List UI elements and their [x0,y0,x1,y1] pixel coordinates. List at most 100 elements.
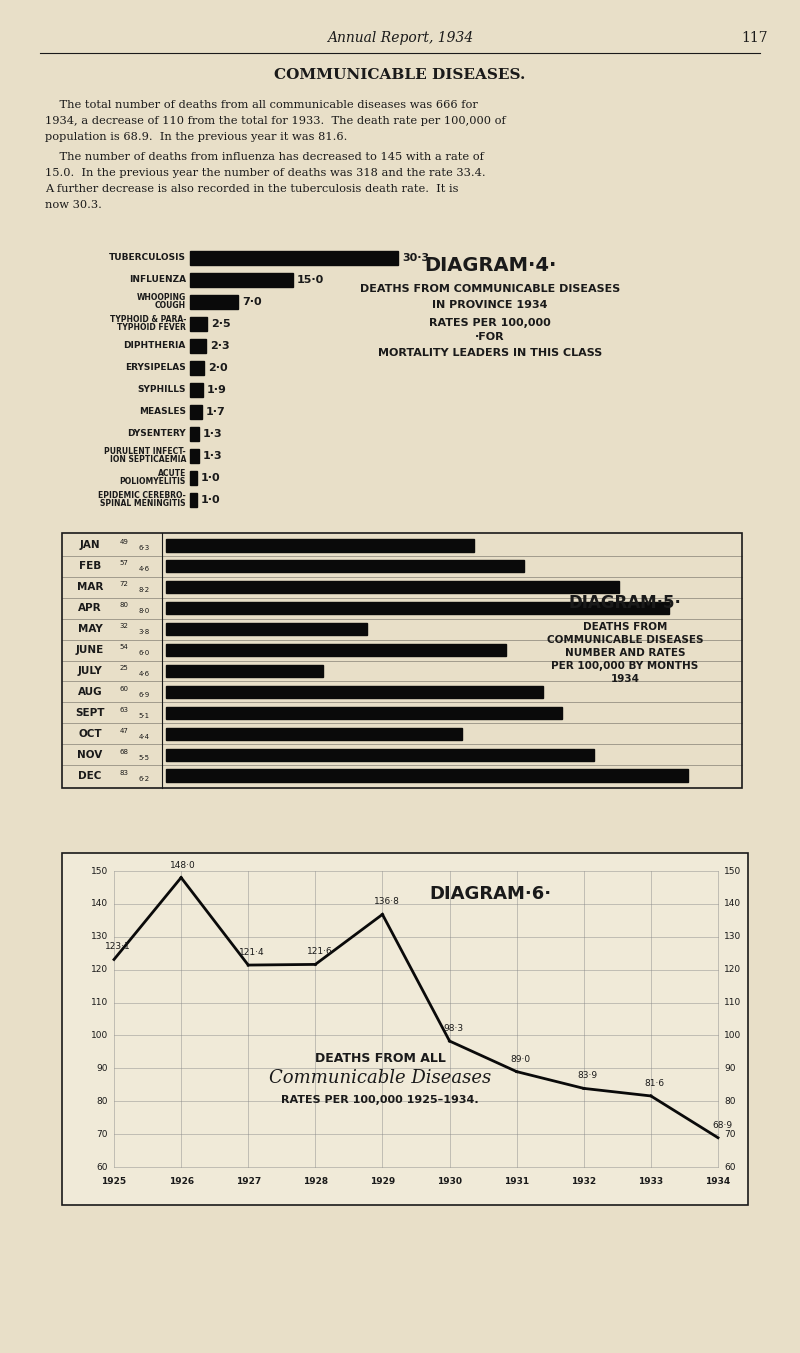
Text: 83·9: 83·9 [578,1072,598,1081]
Text: now 30.3.: now 30.3. [45,200,102,210]
Text: 70: 70 [724,1130,735,1139]
Text: 150: 150 [90,866,108,875]
Text: Annual Report, 1934: Annual Report, 1934 [327,31,473,45]
Text: 63: 63 [119,706,129,713]
Bar [166,582,619,594]
Text: 6·0: 6·0 [138,649,150,656]
Text: DEATHS FROM ALL: DEATHS FROM ALL [314,1051,446,1065]
Text: JUNE: JUNE [76,645,104,655]
Text: 1933: 1933 [638,1177,663,1187]
Text: 6·9: 6·9 [138,691,150,698]
Text: 47: 47 [119,728,129,733]
Text: 110: 110 [724,999,742,1007]
Text: 6·3: 6·3 [138,545,150,552]
Text: 3·8: 3·8 [138,629,150,635]
Bar [190,428,199,441]
Text: COMMUNICABLE DISEASES: COMMUNICABLE DISEASES [546,635,703,645]
Bar [166,624,367,635]
Text: 4·6: 4·6 [138,671,150,676]
Text: 7·0: 7·0 [242,298,262,307]
Text: 54: 54 [120,644,128,649]
Bar [166,706,562,718]
Text: Communicable Diseases: Communicable Diseases [269,1069,491,1086]
Text: 83: 83 [119,770,129,775]
Bar [166,644,506,656]
Text: ERYSIPELAS: ERYSIPELAS [126,364,186,372]
Text: 2·0: 2·0 [208,363,227,373]
Bar [190,340,206,353]
Text: DEATHS FROM: DEATHS FROM [583,622,667,632]
Text: 15·0: 15·0 [297,275,324,285]
Text: APR: APR [78,603,102,613]
Bar [166,748,594,760]
Text: 81·6: 81·6 [645,1078,665,1088]
Text: 15.0.  In the previous year the number of deaths was 318 and the rate 33.4.: 15.0. In the previous year the number of… [45,168,486,179]
Text: 60: 60 [119,686,129,691]
Text: MAR: MAR [77,582,103,593]
Text: DYSENTERY: DYSENTERY [127,429,186,438]
Text: DIPHTHERIA: DIPHTHERIA [124,341,186,350]
Text: TYPHOID FEVER: TYPHOID FEVER [117,323,186,333]
Text: MAY: MAY [78,624,102,635]
Text: SYPHILLS: SYPHILLS [138,386,186,395]
Bar [190,492,197,507]
Text: 1·0: 1·0 [201,474,221,483]
Text: 1926: 1926 [169,1177,194,1187]
Text: EPIDEMIC CEREBRO-: EPIDEMIC CEREBRO- [98,491,186,501]
Bar [166,664,323,676]
Text: 57: 57 [119,560,129,567]
Text: 136·8: 136·8 [374,897,399,907]
Bar [190,471,197,484]
Text: 70: 70 [97,1130,108,1139]
Text: 120: 120 [724,965,741,974]
Text: COUGH: COUGH [155,302,186,310]
Text: JULY: JULY [78,666,102,676]
Text: 1·7: 1·7 [206,407,226,417]
Bar [190,317,207,331]
Bar [62,533,742,787]
Text: JAN: JAN [80,540,100,551]
Text: 98·3: 98·3 [443,1024,464,1034]
Text: 30·3: 30·3 [402,253,430,262]
Text: 1931: 1931 [504,1177,530,1187]
Text: 4·6: 4·6 [138,567,150,572]
Text: 2·3: 2·3 [210,341,230,350]
Text: AUG: AUG [78,687,102,697]
Bar [190,361,204,375]
Bar [166,602,669,614]
Text: IN PROVINCE 1934: IN PROVINCE 1934 [432,300,548,310]
Text: 100: 100 [90,1031,108,1040]
Text: PER 100,000 BY MONTHS: PER 100,000 BY MONTHS [551,662,698,671]
Text: A further decrease is also recorded in the tuberculosis death rate.  It is: A further decrease is also recorded in t… [45,184,458,193]
Bar [190,449,199,463]
Text: 1·3: 1·3 [203,429,222,438]
Bar [190,405,202,419]
Text: WHOOPING: WHOOPING [137,294,186,303]
Text: 90: 90 [97,1063,108,1073]
Text: DIAGRAM·6·: DIAGRAM·6· [429,885,551,902]
Text: 90: 90 [724,1063,735,1073]
Text: RATES PER 100,000 1925–1934.: RATES PER 100,000 1925–1934. [281,1095,479,1105]
Text: 1·3: 1·3 [203,451,222,461]
Bar [166,686,543,698]
Text: ·FOR: ·FOR [475,331,505,342]
Text: 117: 117 [742,31,768,45]
Text: TUBERCULOSIS: TUBERCULOSIS [109,253,186,262]
Text: 1934: 1934 [610,674,639,685]
Text: PURULENT INFECT-: PURULENT INFECT- [104,448,186,456]
Text: 49: 49 [119,540,129,545]
Text: 72: 72 [119,582,129,587]
Text: DIAGRAM·5·: DIAGRAM·5· [569,594,682,612]
Text: 68: 68 [119,748,129,755]
Text: 68·9: 68·9 [712,1120,732,1130]
Text: 140: 140 [91,900,108,908]
Text: 5·1: 5·1 [138,713,150,718]
Text: 120: 120 [91,965,108,974]
Text: 60: 60 [724,1162,735,1172]
Text: OCT: OCT [78,729,102,739]
Text: 130: 130 [90,932,108,942]
Bar [166,540,474,552]
Text: ION SEPTICAEMIA: ION SEPTICAEMIA [110,456,186,464]
Text: 6·2: 6·2 [138,775,150,782]
Text: 121·4: 121·4 [239,948,265,957]
